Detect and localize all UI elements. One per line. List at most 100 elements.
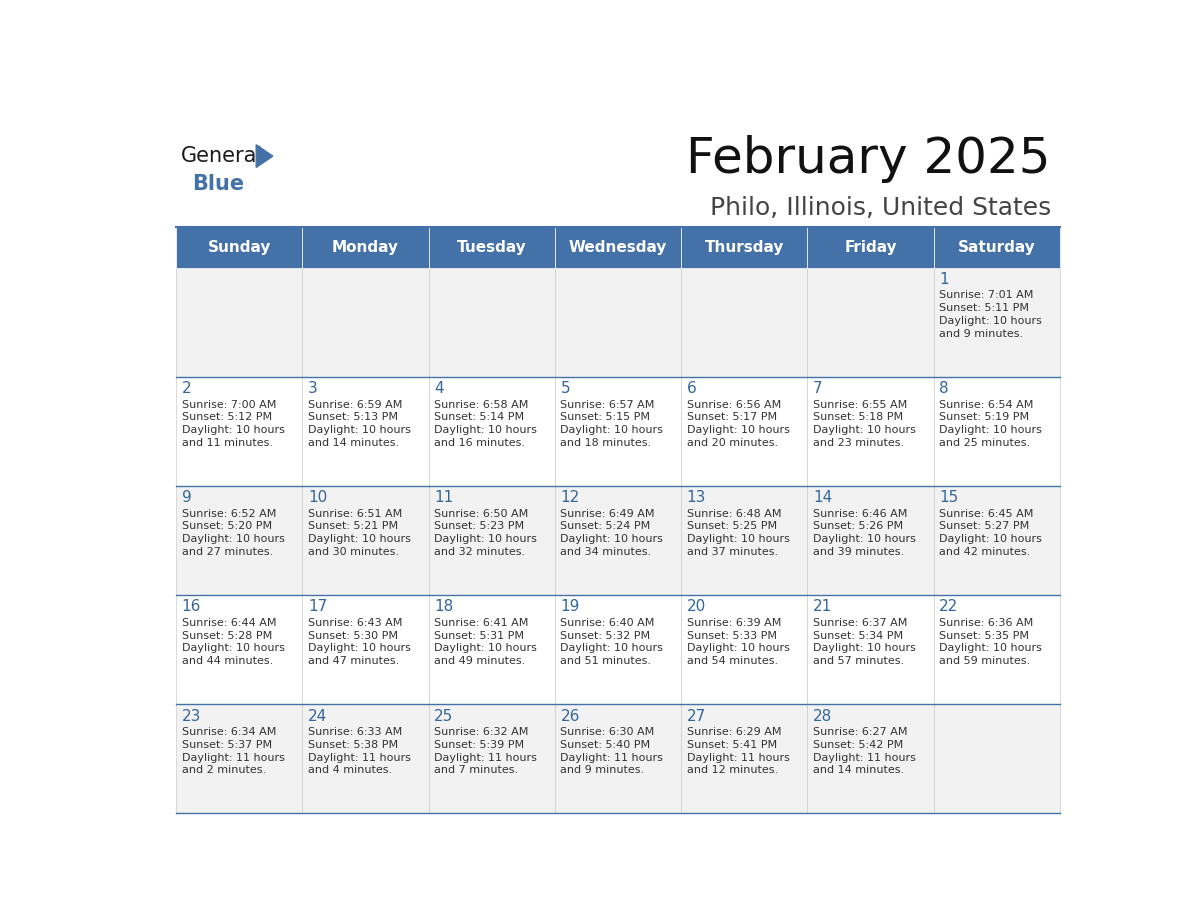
- Text: Sunrise: 6:58 AM
Sunset: 5:14 PM
Daylight: 10 hours
and 16 minutes.: Sunrise: 6:58 AM Sunset: 5:14 PM Dayligh…: [434, 399, 537, 448]
- Bar: [934, 227, 1060, 268]
- Text: February 2025: February 2025: [687, 135, 1051, 183]
- Text: Sunrise: 6:55 AM
Sunset: 5:18 PM
Daylight: 10 hours
and 23 minutes.: Sunrise: 6:55 AM Sunset: 5:18 PM Dayligh…: [813, 399, 916, 448]
- Bar: [555, 227, 681, 268]
- Text: Sunrise: 6:34 AM
Sunset: 5:37 PM
Daylight: 11 hours
and 2 minutes.: Sunrise: 6:34 AM Sunset: 5:37 PM Dayligh…: [182, 727, 284, 776]
- Text: 17: 17: [308, 599, 327, 614]
- Bar: [934, 268, 1060, 377]
- Bar: [429, 227, 555, 268]
- Text: 7: 7: [813, 381, 822, 397]
- Text: 9: 9: [182, 490, 191, 505]
- Text: Sunrise: 6:39 AM
Sunset: 5:33 PM
Daylight: 10 hours
and 54 minutes.: Sunrise: 6:39 AM Sunset: 5:33 PM Dayligh…: [687, 618, 790, 666]
- Text: Sunrise: 6:46 AM
Sunset: 5:26 PM
Daylight: 10 hours
and 39 minutes.: Sunrise: 6:46 AM Sunset: 5:26 PM Dayligh…: [813, 509, 916, 557]
- Text: 10: 10: [308, 490, 327, 505]
- Text: Sunrise: 6:57 AM
Sunset: 5:15 PM
Daylight: 10 hours
and 18 minutes.: Sunrise: 6:57 AM Sunset: 5:15 PM Dayligh…: [561, 399, 663, 448]
- Text: Sunrise: 6:59 AM
Sunset: 5:13 PM
Daylight: 10 hours
and 14 minutes.: Sunrise: 6:59 AM Sunset: 5:13 PM Dayligh…: [308, 399, 411, 448]
- Text: 15: 15: [940, 490, 959, 505]
- Text: Tuesday: Tuesday: [457, 240, 526, 255]
- Bar: [303, 268, 429, 377]
- Text: Saturday: Saturday: [958, 240, 1036, 255]
- Text: Philo, Illinois, United States: Philo, Illinois, United States: [709, 196, 1051, 220]
- Text: Blue: Blue: [191, 174, 244, 195]
- Text: Sunrise: 6:54 AM
Sunset: 5:19 PM
Daylight: 10 hours
and 25 minutes.: Sunrise: 6:54 AM Sunset: 5:19 PM Dayligh…: [940, 399, 1042, 448]
- Bar: [176, 704, 303, 813]
- Bar: [681, 704, 808, 813]
- Text: Sunrise: 6:32 AM
Sunset: 5:39 PM
Daylight: 11 hours
and 7 minutes.: Sunrise: 6:32 AM Sunset: 5:39 PM Dayligh…: [434, 727, 537, 776]
- Text: 21: 21: [813, 599, 833, 614]
- Text: Sunrise: 6:30 AM
Sunset: 5:40 PM
Daylight: 11 hours
and 9 minutes.: Sunrise: 6:30 AM Sunset: 5:40 PM Dayligh…: [561, 727, 663, 776]
- Text: Sunrise: 6:40 AM
Sunset: 5:32 PM
Daylight: 10 hours
and 51 minutes.: Sunrise: 6:40 AM Sunset: 5:32 PM Dayligh…: [561, 618, 663, 666]
- Bar: [555, 268, 681, 377]
- Bar: [429, 377, 555, 486]
- Text: Sunrise: 6:49 AM
Sunset: 5:24 PM
Daylight: 10 hours
and 34 minutes.: Sunrise: 6:49 AM Sunset: 5:24 PM Dayligh…: [561, 509, 663, 557]
- Text: Sunrise: 6:52 AM
Sunset: 5:20 PM
Daylight: 10 hours
and 27 minutes.: Sunrise: 6:52 AM Sunset: 5:20 PM Dayligh…: [182, 509, 284, 557]
- Text: Sunrise: 7:01 AM
Sunset: 5:11 PM
Daylight: 10 hours
and 9 minutes.: Sunrise: 7:01 AM Sunset: 5:11 PM Dayligh…: [940, 290, 1042, 339]
- Text: 3: 3: [308, 381, 317, 397]
- Text: Sunrise: 6:44 AM
Sunset: 5:28 PM
Daylight: 10 hours
and 44 minutes.: Sunrise: 6:44 AM Sunset: 5:28 PM Dayligh…: [182, 618, 284, 666]
- Text: Sunrise: 6:50 AM
Sunset: 5:23 PM
Daylight: 10 hours
and 32 minutes.: Sunrise: 6:50 AM Sunset: 5:23 PM Dayligh…: [434, 509, 537, 557]
- Bar: [176, 227, 303, 268]
- Bar: [555, 704, 681, 813]
- Text: Sunrise: 6:36 AM
Sunset: 5:35 PM
Daylight: 10 hours
and 59 minutes.: Sunrise: 6:36 AM Sunset: 5:35 PM Dayligh…: [940, 618, 1042, 666]
- Text: Sunrise: 6:48 AM
Sunset: 5:25 PM
Daylight: 10 hours
and 37 minutes.: Sunrise: 6:48 AM Sunset: 5:25 PM Dayligh…: [687, 509, 790, 557]
- Polygon shape: [257, 145, 273, 167]
- Text: 5: 5: [561, 381, 570, 397]
- Bar: [808, 595, 934, 704]
- Text: 11: 11: [434, 490, 454, 505]
- Bar: [934, 486, 1060, 595]
- Text: 6: 6: [687, 381, 696, 397]
- Bar: [555, 595, 681, 704]
- Bar: [681, 227, 808, 268]
- Text: 22: 22: [940, 599, 959, 614]
- Text: 24: 24: [308, 709, 327, 723]
- Text: 27: 27: [687, 709, 706, 723]
- Bar: [555, 377, 681, 486]
- Text: 25: 25: [434, 709, 454, 723]
- Bar: [303, 377, 429, 486]
- Bar: [808, 268, 934, 377]
- Bar: [555, 486, 681, 595]
- Text: Sunrise: 6:43 AM
Sunset: 5:30 PM
Daylight: 10 hours
and 47 minutes.: Sunrise: 6:43 AM Sunset: 5:30 PM Dayligh…: [308, 618, 411, 666]
- Text: Wednesday: Wednesday: [569, 240, 668, 255]
- Text: 2: 2: [182, 381, 191, 397]
- Text: 4: 4: [434, 381, 444, 397]
- Text: Monday: Monday: [331, 240, 399, 255]
- Text: 12: 12: [561, 490, 580, 505]
- Text: General: General: [181, 146, 263, 166]
- Bar: [303, 486, 429, 595]
- Text: Sunrise: 6:41 AM
Sunset: 5:31 PM
Daylight: 10 hours
and 49 minutes.: Sunrise: 6:41 AM Sunset: 5:31 PM Dayligh…: [434, 618, 537, 666]
- Text: 28: 28: [813, 709, 833, 723]
- Text: Sunrise: 7:00 AM
Sunset: 5:12 PM
Daylight: 10 hours
and 11 minutes.: Sunrise: 7:00 AM Sunset: 5:12 PM Dayligh…: [182, 399, 284, 448]
- Text: Sunrise: 6:56 AM
Sunset: 5:17 PM
Daylight: 10 hours
and 20 minutes.: Sunrise: 6:56 AM Sunset: 5:17 PM Dayligh…: [687, 399, 790, 448]
- Bar: [681, 595, 808, 704]
- Text: Sunrise: 6:37 AM
Sunset: 5:34 PM
Daylight: 10 hours
and 57 minutes.: Sunrise: 6:37 AM Sunset: 5:34 PM Dayligh…: [813, 618, 916, 666]
- Text: Sunrise: 6:33 AM
Sunset: 5:38 PM
Daylight: 11 hours
and 4 minutes.: Sunrise: 6:33 AM Sunset: 5:38 PM Dayligh…: [308, 727, 411, 776]
- Bar: [808, 227, 934, 268]
- Bar: [681, 486, 808, 595]
- Text: 8: 8: [940, 381, 949, 397]
- Text: 13: 13: [687, 490, 706, 505]
- Text: Friday: Friday: [845, 240, 897, 255]
- Bar: [934, 704, 1060, 813]
- Text: Sunday: Sunday: [208, 240, 271, 255]
- Text: 23: 23: [182, 709, 201, 723]
- Text: 16: 16: [182, 599, 201, 614]
- Bar: [303, 227, 429, 268]
- Bar: [429, 268, 555, 377]
- Bar: [808, 704, 934, 813]
- Bar: [934, 595, 1060, 704]
- Text: 18: 18: [434, 599, 454, 614]
- Bar: [429, 704, 555, 813]
- Bar: [808, 486, 934, 595]
- Text: Sunrise: 6:27 AM
Sunset: 5:42 PM
Daylight: 11 hours
and 14 minutes.: Sunrise: 6:27 AM Sunset: 5:42 PM Dayligh…: [813, 727, 916, 776]
- Bar: [681, 268, 808, 377]
- Bar: [303, 595, 429, 704]
- Text: Sunrise: 6:45 AM
Sunset: 5:27 PM
Daylight: 10 hours
and 42 minutes.: Sunrise: 6:45 AM Sunset: 5:27 PM Dayligh…: [940, 509, 1042, 557]
- Text: Thursday: Thursday: [704, 240, 784, 255]
- Bar: [176, 268, 303, 377]
- Text: 14: 14: [813, 490, 833, 505]
- Bar: [176, 486, 303, 595]
- Bar: [808, 377, 934, 486]
- Bar: [934, 377, 1060, 486]
- Bar: [176, 377, 303, 486]
- Text: 1: 1: [940, 272, 949, 287]
